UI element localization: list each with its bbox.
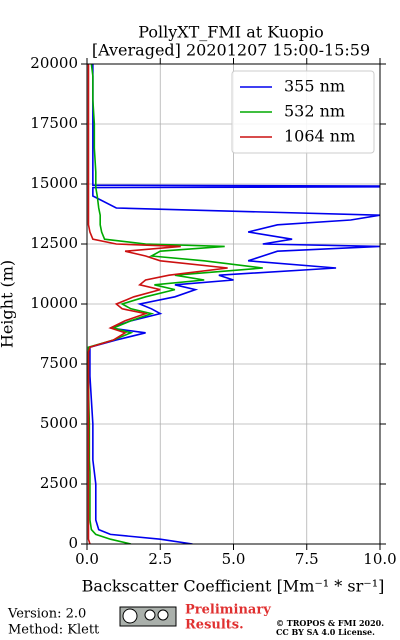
y-tick-label: 0 — [68, 534, 78, 552]
plot-frame — [86, 63, 381, 545]
profile-line — [89, 64, 380, 544]
cc-badge — [119, 606, 177, 627]
y-tick-label: 2500 — [40, 474, 78, 492]
notice: Preliminary — [185, 603, 271, 618]
y-tick-label: 17500 — [30, 114, 78, 132]
legend-label: 1064 nm — [284, 127, 355, 146]
method: Method: Klett — [8, 623, 100, 638]
copyright: © TROPOS & FMI 2020. — [276, 618, 384, 628]
chart-title: PollyXT_FMI at Kuopio — [138, 23, 324, 42]
y-tick-label: 7500 — [40, 354, 78, 372]
chart-subtitle: [Averaged] 20201207 15:00-15:59 — [92, 41, 370, 60]
y-axis-label: Height (m) — [0, 260, 17, 348]
x-tick-label: 0.0 — [75, 550, 99, 568]
y-tick-label: 10000 — [30, 294, 78, 312]
license: CC BY SA 4.0 License. — [276, 627, 375, 637]
profile-line — [87, 64, 263, 544]
y-tick-label: 12500 — [30, 234, 78, 252]
x-tick-label: 5.0 — [222, 550, 246, 568]
legend-label: 355 nm — [284, 77, 345, 96]
x-tick-label: 10.0 — [363, 550, 396, 568]
y-tick-label: 20000 — [30, 54, 78, 72]
legend-box — [231, 70, 375, 154]
x-axis-label: Backscatter Coefficient [Mm⁻¹ * sr⁻¹] — [82, 577, 385, 596]
y-tick-label: 5000 — [40, 414, 78, 432]
x-tick-label: 7.5 — [295, 550, 319, 568]
version: Version: 2.0 — [7, 607, 86, 622]
x-tick-label: 2.5 — [148, 550, 172, 568]
notice: Results. — [185, 618, 244, 633]
y-tick-label: 15000 — [30, 174, 78, 192]
legend-label: 532 nm — [284, 102, 345, 121]
profile-line — [87, 64, 228, 544]
